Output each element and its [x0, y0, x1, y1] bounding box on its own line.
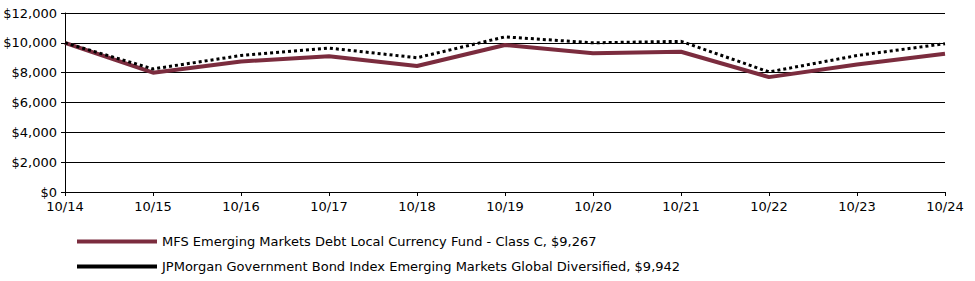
- svg-text:10/19: 10/19: [486, 199, 523, 214]
- svg-text:10/24: 10/24: [926, 199, 963, 214]
- svg-text:$10,000: $10,000: [3, 35, 57, 50]
- svg-text:10/22: 10/22: [750, 199, 787, 214]
- svg-text:$4,000: $4,000: [12, 125, 58, 140]
- svg-text:$12,000: $12,000: [3, 6, 57, 21]
- svg-text:10/16: 10/16: [222, 199, 259, 214]
- svg-text:JPMorgan Government Bond Index: JPMorgan Government Bond Index Emerging …: [161, 259, 680, 274]
- svg-text:10/18: 10/18: [398, 199, 435, 214]
- svg-text:MFS Emerging Markets Debt Loca: MFS Emerging Markets Debt Local Currency…: [162, 234, 597, 249]
- svg-text:$6,000: $6,000: [12, 95, 58, 110]
- svg-text:10/20: 10/20: [574, 199, 611, 214]
- svg-text:$0: $0: [40, 185, 57, 200]
- svg-text:$2,000: $2,000: [12, 155, 58, 170]
- svg-text:10/15: 10/15: [134, 199, 171, 214]
- svg-text:10/14: 10/14: [46, 199, 83, 214]
- svg-text:10/21: 10/21: [662, 199, 699, 214]
- svg-text:10/23: 10/23: [838, 199, 875, 214]
- svg-text:$8,000: $8,000: [12, 65, 58, 80]
- svg-text:10/17: 10/17: [310, 199, 347, 214]
